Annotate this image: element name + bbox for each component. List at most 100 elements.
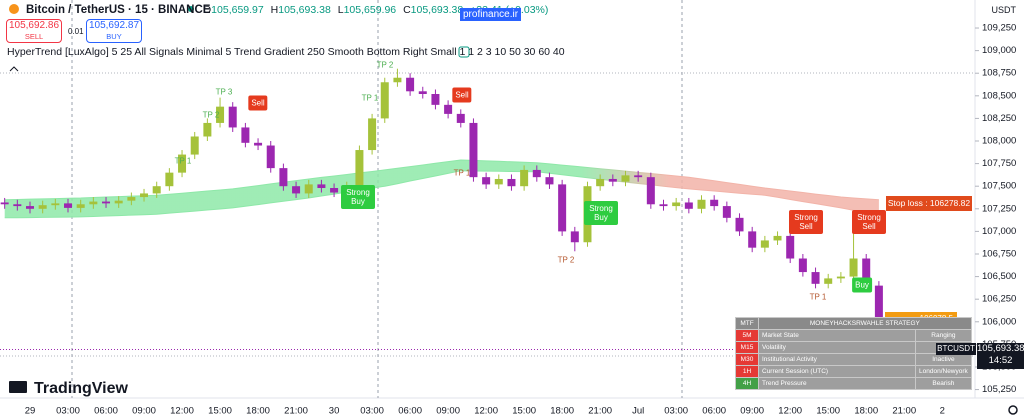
- x-tick-label: 09:00: [740, 406, 764, 417]
- x-tick-label: 12:00: [778, 406, 802, 417]
- last-price: 105,693.38 14:52: [977, 343, 1024, 370]
- logo: TradingView: [34, 380, 128, 397]
- y-tick-label: 109,250: [982, 23, 1016, 34]
- code-icon[interactable]: [458, 46, 470, 58]
- candle-body: [241, 127, 250, 143]
- candle-body: [722, 206, 731, 218]
- buy-price: 105,692.87: [88, 20, 140, 31]
- candle-body: [646, 177, 655, 205]
- signal-label: TP 2: [376, 60, 394, 70]
- y-tick-label: 105,250: [982, 384, 1016, 395]
- ohlc-key: H: [270, 4, 279, 16]
- y-tick-label: 106,500: [982, 271, 1016, 282]
- candle-body: [51, 203, 60, 206]
- candle-body: [178, 154, 187, 173]
- ohlc-key: O: [203, 4, 212, 16]
- candle-body: [824, 278, 833, 284]
- ohlc-legend: O105,659.97 H105,693.38 L105,659.96 C105…: [203, 4, 548, 16]
- strategy-table: MTF MONEYHACKSRWAHLE STRATEGY 5M Market S…: [735, 317, 972, 390]
- candle-body: [621, 175, 630, 182]
- candle-body: [494, 178, 503, 185]
- x-tick-label: 06:00: [702, 406, 726, 417]
- candle-body: [811, 272, 820, 284]
- y-tick-label: 106,750: [982, 249, 1016, 260]
- sell-price: 105,692.86: [8, 20, 60, 31]
- x-tick-label: 21:00: [892, 406, 916, 417]
- stop-loss-label: Stop loss : 106278.82: [886, 196, 972, 211]
- candle-body: [266, 145, 275, 169]
- bitcoin-icon: [9, 4, 19, 14]
- x-tick-label: Jul: [632, 406, 644, 417]
- candle-body: [13, 204, 22, 207]
- candle-body: [748, 231, 757, 248]
- candle-body: [786, 235, 795, 259]
- watermark: profinance.ir: [460, 8, 522, 21]
- table-cell: 5M: [735, 329, 759, 342]
- candle-body: [431, 94, 440, 105]
- x-tick-label: 12:00: [474, 406, 498, 417]
- candle-body: [203, 122, 212, 137]
- candle-body: [89, 201, 98, 205]
- candle-body: [190, 136, 199, 155]
- x-tick-label: 15:00: [208, 406, 232, 417]
- table-cell: Ranging: [915, 329, 972, 342]
- x-tick-label: 06:00: [94, 406, 118, 417]
- signal-label: TP 1: [361, 93, 379, 103]
- candle-body: [140, 193, 149, 198]
- candle-body: [849, 258, 858, 277]
- sell-button[interactable]: 105,692.86 SELL: [6, 19, 62, 43]
- candle-body: [330, 188, 339, 193]
- y-tick-label: 108,000: [982, 136, 1016, 147]
- y-tick-label: 107,500: [982, 181, 1016, 192]
- collapse-icon[interactable]: [9, 66, 19, 72]
- table-cell: 1H: [735, 365, 759, 378]
- y-tick-label: 109,000: [982, 45, 1016, 56]
- last-price-value: 105,693.38: [977, 343, 1024, 355]
- candle-body: [507, 178, 516, 187]
- candle-body: [114, 200, 123, 204]
- candle-body: [735, 217, 744, 232]
- candle-body: [634, 175, 643, 178]
- x-tick-label: 06:00: [398, 406, 422, 417]
- candle-body: [279, 168, 288, 187]
- trend-band: [4, 160, 879, 218]
- candle-body: [380, 82, 389, 119]
- candle-body: [418, 91, 427, 95]
- settings-icon[interactable]: [1008, 405, 1018, 415]
- x-tick-label: 18:00: [854, 406, 878, 417]
- candle-body: [798, 258, 807, 273]
- countdown: 14:52: [988, 355, 1013, 367]
- buy-button[interactable]: 105,692.87 BUY: [86, 19, 142, 43]
- candle-body: [760, 240, 769, 248]
- table-cell: Institutional Activity: [758, 353, 916, 366]
- table-cell: Market State: [758, 329, 916, 342]
- signal-label: Strong Sell: [789, 210, 823, 234]
- x-tick-label: 29: [25, 406, 36, 417]
- x-tick-label: 15:00: [816, 406, 840, 417]
- candle-body: [165, 172, 174, 187]
- signal-label: TP 1: [174, 156, 192, 166]
- candle-body: [292, 186, 301, 194]
- candle-body: [26, 206, 34, 209]
- x-tick-label: 03:00: [360, 406, 384, 417]
- x-tick-label: 03:00: [664, 406, 688, 417]
- signal-label: TP 2: [557, 255, 575, 265]
- table-row: 5M Market State Ranging: [735, 329, 972, 342]
- candle-body: [862, 258, 871, 286]
- candle-body: [520, 169, 529, 187]
- candle-body: [444, 104, 453, 114]
- signal-label: Strong Buy: [341, 185, 375, 209]
- ohlc-value: 105,693.38: [410, 4, 464, 16]
- y-tick-label: 106,250: [982, 294, 1016, 305]
- candle-body: [317, 184, 326, 189]
- currency: USDT: [991, 5, 1017, 15]
- candle-body: [570, 231, 579, 243]
- candle-body: [254, 142, 263, 146]
- candle-body: [469, 122, 478, 178]
- symbol-tag: BTCUSDT: [936, 343, 976, 356]
- candle-body: [532, 169, 541, 178]
- ohlc-value: 105,659.96: [343, 4, 397, 16]
- band-lower: [4, 170, 879, 219]
